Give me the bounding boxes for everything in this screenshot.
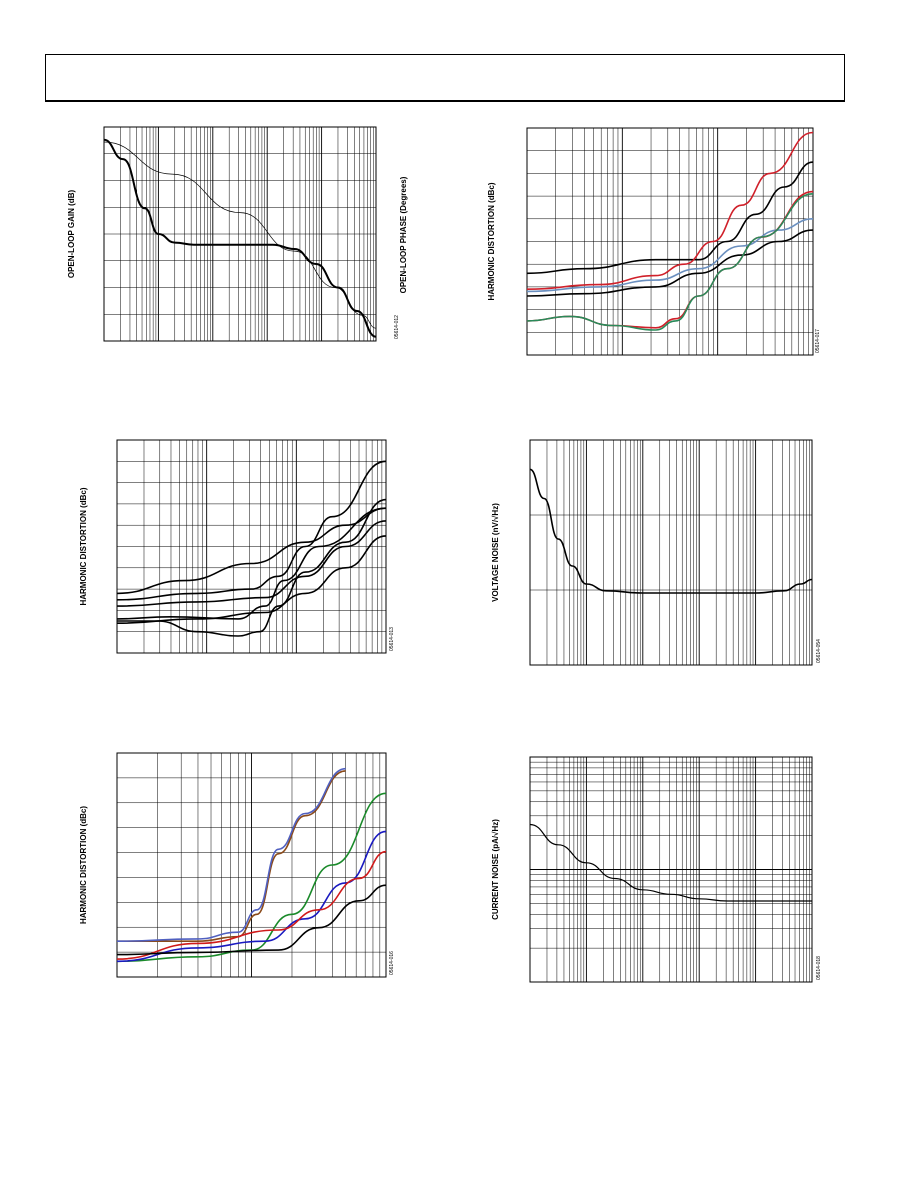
figure-code: 05614-017 <box>815 329 821 353</box>
series-line-2 <box>116 767 346 942</box>
figure-code: 05614-012 <box>394 315 400 339</box>
series-line-2 <box>116 460 387 601</box>
series-line-2 <box>103 141 377 329</box>
series-line-1 <box>103 138 377 338</box>
y-axis-label: HARMONIC DISTORTION (dBc) <box>79 806 88 924</box>
series-line-4 <box>116 507 387 620</box>
series-line-5 <box>116 850 387 960</box>
series-line-4 <box>526 229 814 297</box>
figure-code: 05614-013 <box>389 627 395 651</box>
series-line-3 <box>526 218 814 293</box>
y2-axis-label: OPEN-LOOP PHASE (Degrees) <box>399 176 408 293</box>
series-line-6 <box>116 884 387 956</box>
page-header-box <box>45 54 845 102</box>
chart-current-noise: CURRENT NOISE (pA/√Hz) 05614-018 <box>491 756 822 983</box>
chart-voltage-noise: VOLTAGE NOISE (nV/√Hz) 05614-054 <box>491 439 822 666</box>
chart-harmonic-distortion-1: HARMONIC DISTORTION (dBc) 05614-017 <box>487 127 821 356</box>
series-line-3 <box>116 792 387 963</box>
series-line-2 <box>526 131 814 290</box>
chart-harmonic-distortion-3: HARMONIC DISTORTION (dBc) 05614-016 <box>79 752 395 978</box>
chart-open-loop-gain: OPEN-LOOP GAIN (dB) OPEN-LOOP PHASE (Degr… <box>67 126 408 342</box>
y-axis-label: VOLTAGE NOISE (nV/√Hz) <box>491 503 500 602</box>
plot-frame <box>529 439 813 666</box>
series-line-1 <box>116 507 387 595</box>
y-axis-label: CURRENT NOISE (pA/√Hz) <box>491 819 500 920</box>
series-line-1 <box>117 770 346 943</box>
series-line-1 <box>529 823 812 902</box>
figure-code: 05614-018 <box>816 956 822 980</box>
y-axis-label: HARMONIC DISTORTION (dBc) <box>79 487 88 605</box>
series-line-6 <box>117 498 387 637</box>
chart-harmonic-distortion-2: HARMONIC DISTORTION (dBc) 05614-013 <box>79 439 395 654</box>
y-axis-label: OPEN-LOOP GAIN (dB) <box>67 190 76 279</box>
series-line-3 <box>116 520 387 607</box>
figure-code: 05614-054 <box>816 639 822 663</box>
y-axis-label: HARMONIC DISTORTION (dBc) <box>487 182 496 300</box>
figure-code: 05614-016 <box>389 951 395 975</box>
series-line-1 <box>526 161 814 275</box>
series-line-5 <box>116 535 387 624</box>
series-line-6 <box>526 193 814 331</box>
series-line-1 <box>529 468 813 594</box>
